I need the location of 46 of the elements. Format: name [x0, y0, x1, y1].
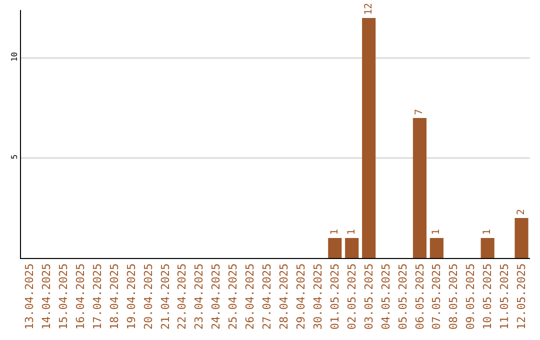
x-tick-label: 23.04.2025: [192, 263, 206, 330]
x-tick-label: 06.05.2025: [413, 263, 426, 330]
x-tick-label: 27.04.2025: [260, 263, 274, 330]
y-tick-label: 5: [10, 154, 19, 160]
x-tick-label: 16.04.2025: [74, 263, 87, 330]
x-tick-label: 02.05.2025: [345, 263, 358, 330]
data-label: 1: [346, 228, 358, 235]
x-tick-label: 25.04.2025: [226, 263, 240, 330]
x-tick-label: 08.05.2025: [447, 263, 460, 330]
x-tick-label: 29.04.2025: [294, 263, 308, 330]
bar: [480, 238, 494, 258]
y-tick-label: 10: [10, 52, 19, 62]
x-tick-label: 12.05.2025: [515, 263, 528, 330]
x-tick-label: 21.04.2025: [158, 263, 172, 330]
x-tick-label: 26.04.2025: [244, 263, 257, 330]
x-tick-label: 18.04.2025: [108, 263, 121, 330]
bar: [514, 218, 528, 258]
data-label: 1: [329, 228, 340, 235]
x-tick-label: 24.04.2025: [210, 263, 223, 330]
x-tick-label: 01.05.2025: [328, 263, 342, 330]
data-label: 7: [414, 108, 426, 115]
x-tick-label: 28.04.2025: [278, 263, 291, 330]
x-tick-label: 10.05.2025: [481, 263, 494, 330]
x-tick-label: 05.05.2025: [396, 263, 410, 330]
bar: [412, 118, 426, 258]
data-label: 1: [431, 228, 442, 235]
x-tick-label: 14.04.2025: [40, 263, 54, 330]
bar: [328, 238, 342, 258]
x-tick-label: 22.04.2025: [176, 263, 189, 330]
data-label: 2: [516, 208, 528, 215]
x-tick-label: 19.04.2025: [124, 263, 138, 330]
x-tick-label: 09.05.2025: [464, 263, 478, 330]
x-tick-label: 30.04.2025: [311, 263, 324, 330]
x-tick-label: 15.04.2025: [56, 263, 70, 330]
data-label: 12: [363, 2, 374, 15]
bar: [345, 238, 359, 258]
x-tick-label: 03.05.2025: [362, 263, 376, 330]
x-tick-label: 07.05.2025: [430, 263, 444, 330]
data-label: 1: [482, 228, 494, 235]
x-tick-label: 04.05.2025: [379, 263, 392, 330]
x-tick-label: 20.04.2025: [142, 263, 155, 330]
bar: [430, 238, 444, 258]
bar: [362, 18, 376, 258]
x-tick-label: 17.04.2025: [90, 263, 104, 330]
x-tick-label: 11.05.2025: [498, 263, 512, 330]
x-tick-label: 13.04.2025: [23, 263, 36, 330]
